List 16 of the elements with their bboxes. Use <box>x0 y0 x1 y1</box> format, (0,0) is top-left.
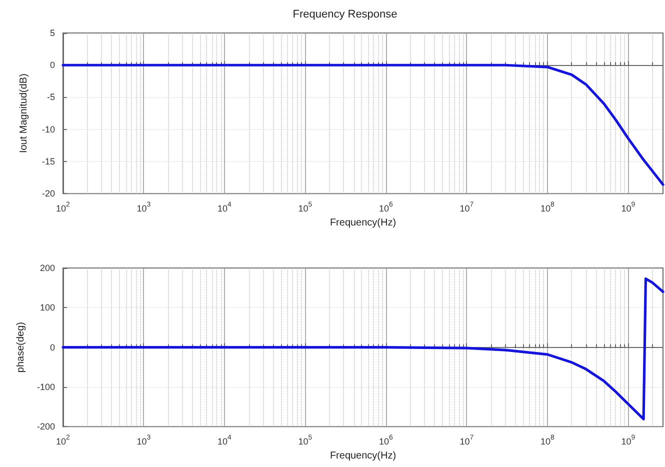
y-axis-title: phase(deg) <box>16 322 27 373</box>
y-tick-label: -100 <box>36 382 55 392</box>
y-tick-label: 200 <box>40 263 55 273</box>
y-tick-label: 5 <box>50 28 55 38</box>
y-tick-label: -5 <box>46 92 55 102</box>
y-tick-label: -15 <box>42 156 55 166</box>
x-axis-title: Frequency(Hz) <box>330 450 396 462</box>
y-tick-label: 0 <box>50 342 55 352</box>
chart-title: Frequency Response <box>292 8 398 20</box>
y-tick-label: -10 <box>42 124 55 134</box>
y-axis-title: Iout Magnitud(dB) <box>18 74 30 154</box>
y-tick-label: 0 <box>50 60 55 70</box>
x-axis-title: Frequency(Hz) <box>330 218 396 228</box>
y-tick-label: -20 <box>42 188 55 199</box>
y-tick-label: -200 <box>36 422 55 432</box>
y-tick-label: 100 <box>40 302 55 313</box>
